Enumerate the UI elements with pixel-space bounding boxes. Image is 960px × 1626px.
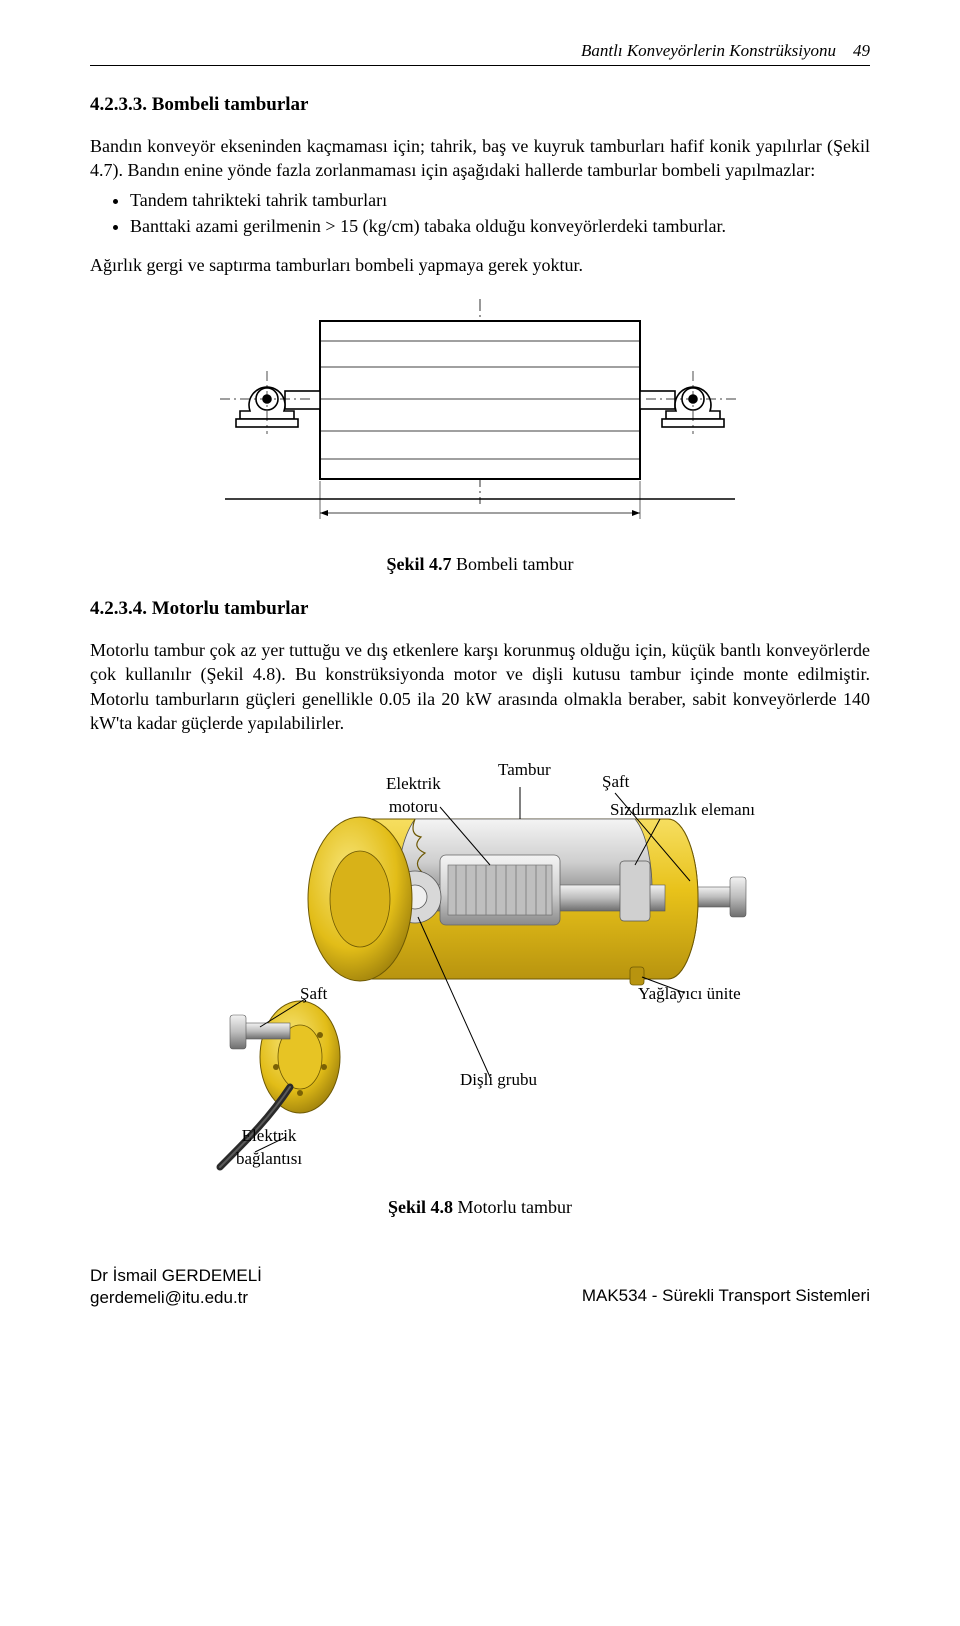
para-4233-2: Ağırlık gergi ve saptırma tamburları bom…	[90, 253, 870, 277]
running-header: Bantlı Konveyörlerin Konstrüksiyonu 49	[90, 40, 870, 66]
label-saft-left: Şaft	[300, 983, 327, 1006]
footer-course: MAK534 - Sürekli Transport Sistemleri	[582, 1285, 870, 1308]
figure-48: Tambur Şaft Elektrik motoru Sızdırmazlık…	[90, 757, 870, 1187]
running-title: Bantlı Konveyörlerin Konstrüksiyonu	[581, 41, 836, 60]
figure-48-caption: Şekil 4.8 Motorlu tambur	[90, 1195, 870, 1219]
footer-author-block: Dr İsmail GERDEMELİ gerdemeli@itu.edu.tr	[90, 1265, 262, 1308]
para-4233-1: Bandın konveyör ekseninden kaçmaması içi…	[90, 134, 870, 183]
bullet-list-4233: Tandem tahrikteki tahrik tamburları Bant…	[90, 188, 870, 239]
bullet-item: Banttaki azami gerilmenin > 15 (kg/cm) t…	[130, 214, 870, 238]
label-saft-right: Şaft	[602, 771, 629, 794]
figure-47-caption: Şekil 4.7 Bombeli tambur	[90, 552, 870, 576]
bullet-item: Tandem tahrikteki tahrik tamburları	[130, 188, 870, 212]
heading-4234: 4.2.3.4. Motorlu tamburlar	[90, 596, 870, 622]
label-disli-grubu: Dişli grubu	[460, 1069, 537, 1092]
footer-email: gerdemeli@itu.edu.tr	[90, 1287, 262, 1308]
figure-48-caption-bold: Şekil 4.8	[388, 1197, 453, 1217]
label-sizdirmazlik: Sızdırmazlık elemanı	[610, 799, 755, 822]
label-elektrik-motoru: Elektrik motoru	[386, 773, 441, 819]
figure-47	[90, 299, 870, 544]
label-tambur: Tambur	[498, 759, 551, 782]
figure-48-drawing: Tambur Şaft Elektrik motoru Sızdırmazlık…	[190, 757, 770, 1187]
para-4234: Motorlu tambur çok az yer tuttuğu ve dış…	[90, 638, 870, 735]
figure-48-caption-rest: Motorlu tambur	[453, 1197, 572, 1217]
label-elektrik-baglantisi: Elektrik bağlantısı	[236, 1125, 302, 1171]
heading-4233: 4.2.3.3. Bombeli tamburlar	[90, 92, 870, 118]
figure-47-drawing	[200, 299, 760, 544]
page-footer: Dr İsmail GERDEMELİ gerdemeli@itu.edu.tr…	[90, 1265, 870, 1308]
figure-47-caption-rest: Bombeli tambur	[452, 554, 574, 574]
label-yaglayici: Yağlayıcı ünite	[638, 983, 741, 1006]
footer-author: Dr İsmail GERDEMELİ	[90, 1265, 262, 1286]
page-number: 49	[853, 41, 870, 60]
figure-47-caption-bold: Şekil 4.7	[387, 554, 452, 574]
